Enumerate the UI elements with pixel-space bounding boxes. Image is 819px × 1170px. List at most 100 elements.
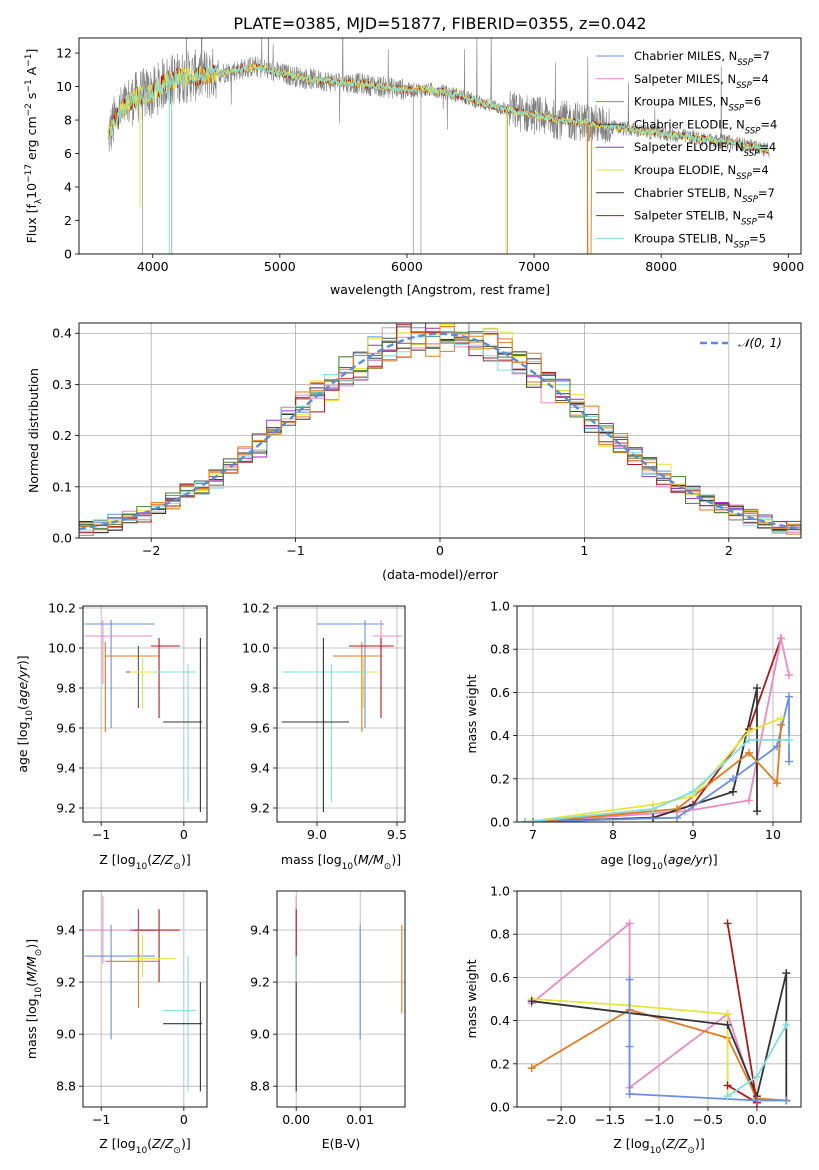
legend-label-part: Salpeter ELODIE, N xyxy=(634,140,744,154)
label-part: 10 xyxy=(136,862,148,872)
x-tick-label: 1 xyxy=(580,543,588,558)
plus-marker xyxy=(753,807,761,816)
y-tick-label: 10.0 xyxy=(242,641,270,656)
x-tick-label: 2 xyxy=(725,543,733,558)
y-tick-label: 9.8 xyxy=(250,681,270,696)
label-part: age [log xyxy=(15,721,30,772)
label-part: −1 xyxy=(24,79,34,92)
plus-marker xyxy=(752,1096,761,1105)
plus-marker xyxy=(723,1092,732,1101)
plus-marker xyxy=(527,1064,536,1073)
label-part: ( xyxy=(661,1136,666,1151)
y-tick-label: 10.0 xyxy=(48,641,76,656)
legend-label-part: SSP xyxy=(734,240,750,250)
label-part: 10 xyxy=(652,862,664,872)
legend-label-part: Kroupa MILES, N xyxy=(634,95,729,109)
label-part: ⊙ xyxy=(384,862,392,872)
label-part: Z [log xyxy=(613,1136,649,1151)
mass-weight-line xyxy=(524,687,758,822)
legend-label-part: SSP xyxy=(736,172,752,182)
y-tick-label: 0.4 xyxy=(490,1013,510,1028)
x-tick-label: −1.5 xyxy=(595,1112,625,1127)
legend-label-part: SSP xyxy=(742,195,758,205)
mass-vs-metallicity: −1 08.89.09.29.4Z [log10(Z/Z⊙)]mass [log1… xyxy=(24,890,208,1156)
label-part: −2 xyxy=(24,103,34,116)
legend-label: Kroupa MILES, NSSP=6 xyxy=(634,95,761,114)
x-tick-label: 9.5 xyxy=(387,827,407,842)
plus-marker xyxy=(625,1090,634,1099)
x-tick-label: 9.0 xyxy=(307,827,327,842)
y-tick-label: 1.0 xyxy=(490,884,510,899)
label-part: Z/Z xyxy=(151,852,174,867)
legend-label: Salpeter MILES, NSSP=4 xyxy=(634,72,769,91)
mass-weight-vs-metallicity: −2.0 −1.5 −1.0 −0.5 0.0 0.0 0.2 0.4 0.6 0.8 1.0 Z [… xyxy=(464,884,802,1156)
plus-marker xyxy=(723,1081,732,1090)
mass-weight-line xyxy=(726,923,759,1105)
y-tick-label: 9.8 xyxy=(56,681,76,696)
x-tick-label: 6000 xyxy=(391,259,423,274)
y-tick-label: 8 xyxy=(64,113,72,128)
residual-histogram: −2 −1 0 1 2 0.0 0.1 0.2 0.3 0.4 (data-model)/error… xyxy=(26,322,802,582)
spectrum-ylabel: Flux [fλ10−17 erg cm−2 s−1 A−1] xyxy=(24,49,44,244)
mass-weight-line xyxy=(531,998,729,1097)
label-part: 10 xyxy=(34,987,44,999)
spectrum-legend: Chabrier MILES, N SSP =7 Salpeter MILES, NS… xyxy=(596,49,777,250)
plus-marker xyxy=(782,1020,791,1029)
y-tick-label: 0.2 xyxy=(52,428,72,443)
plus-marker xyxy=(625,1042,634,1051)
label-part: )] xyxy=(24,939,39,949)
label-part: )] xyxy=(181,1136,191,1151)
spectrum-plot: 4000 5000 6000 7000 8000 9000 0 2 4 6 8 10 12 Flux [f… xyxy=(24,37,804,297)
y-tick-label: 9.6 xyxy=(250,721,270,736)
y-tick-label: 9.4 xyxy=(56,923,76,938)
plus-marker xyxy=(745,735,753,744)
mw-z-ylabel: mass weight xyxy=(464,959,479,1038)
label-part: )] xyxy=(15,655,30,665)
age-vs-mass-marks xyxy=(281,620,402,812)
age-z-xlabel: Z [log10(Z/Z⊙)] xyxy=(99,852,190,872)
plus-marker xyxy=(773,779,781,788)
y-tick-label: 9.4 xyxy=(250,761,270,776)
plus-marker xyxy=(745,748,753,757)
y-tick-label: 0.6 xyxy=(490,685,510,700)
y-tick-label: 0.2 xyxy=(490,1056,510,1071)
legend-label: Kroupa STELIB, NSSP=5 xyxy=(634,231,766,250)
legend-label: Salpeter STELIB, NSSP=4 xyxy=(634,209,774,228)
model-fit-line xyxy=(107,64,770,154)
y-tick-label: 6 xyxy=(64,146,72,161)
legend-label-part: =6 xyxy=(744,95,761,109)
x-tick-label: 9 xyxy=(689,827,697,842)
x-tick-label: 4000 xyxy=(137,259,169,274)
plus-marker xyxy=(527,997,536,1006)
label-part: ( xyxy=(663,852,668,867)
spectrum-xlabel: wavelength [Angstrom, rest frame] xyxy=(330,282,550,297)
label-part: Z/Z xyxy=(151,1136,174,1151)
label-part: )] xyxy=(391,852,401,867)
legend-label-part: =7 xyxy=(753,49,770,63)
plus-marker xyxy=(723,1010,732,1019)
x-tick-label: −1 xyxy=(286,543,304,558)
label-part: ( xyxy=(24,982,39,987)
residual-histogram-marks xyxy=(79,323,801,538)
plus-marker xyxy=(723,919,732,928)
legend-label-part: Chabrier MILES, N xyxy=(634,49,737,63)
axes-frame xyxy=(78,37,802,255)
label-part: M/M xyxy=(24,956,39,982)
label-part: ( xyxy=(147,852,152,867)
legend-label-part: Chabrier ELODIE, N xyxy=(634,117,745,131)
y-tick-label: 0.8 xyxy=(490,927,510,942)
legend-label: Chabrier STELIB, NSSP=7 xyxy=(634,186,775,205)
label-part: ⊙ xyxy=(687,1146,695,1156)
label-part: )] xyxy=(181,852,191,867)
label-part: λ xyxy=(34,198,44,204)
plus-marker xyxy=(782,1096,791,1105)
x-tick-label: 0 xyxy=(180,1112,188,1127)
plus-marker xyxy=(649,805,657,814)
mass-vs-extinction: 0.00 0.01 8.8 9.0 9.2 9.4 E(B-V) xyxy=(250,890,406,1151)
label-part: )] xyxy=(695,1136,705,1151)
y-tick-label: 0.0 xyxy=(490,815,510,830)
legend-label-part: SSP xyxy=(745,126,761,136)
mass-vs-extinction-marks xyxy=(295,896,403,1092)
mass-weight-vs-metallicity-marks xyxy=(527,919,791,1107)
